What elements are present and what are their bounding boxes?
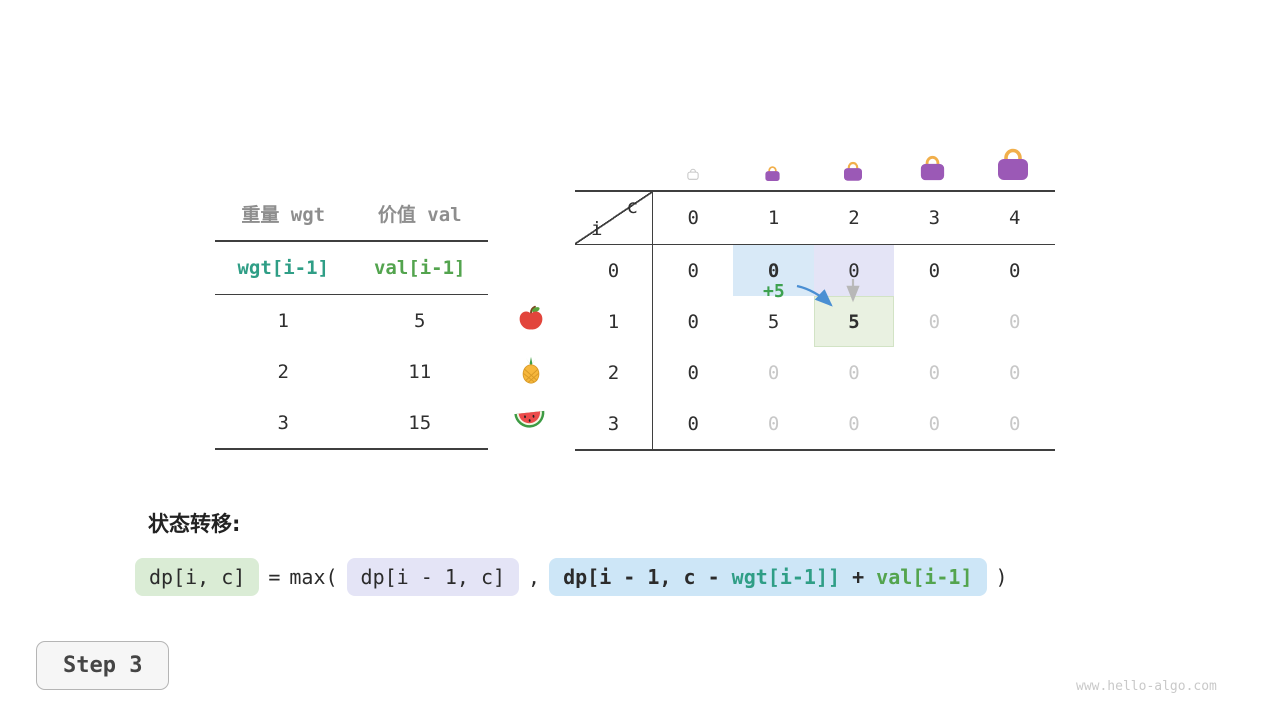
take-plus: + [840, 565, 877, 589]
transition-heading: 状态转移: [148, 512, 241, 536]
dp-cell: 0 [687, 310, 699, 333]
dp-cell-current: 5 [813, 296, 895, 347]
item-row-2: 2 11 [215, 346, 488, 397]
dp-cell-source-above: 0 [813, 245, 895, 296]
dp-row-header-2: 2 [575, 347, 653, 398]
dp-table: c i 0 1 2 3 4 0 0 0 0 0 0 1 0 5 5 0 0 2 … [575, 190, 1055, 451]
item-2-value: 11 [408, 360, 432, 383]
dp-cell: 0 [687, 361, 699, 384]
max-open: max( [289, 565, 338, 589]
dp-cell: 5 [767, 310, 780, 333]
dp-cell: 0 [928, 412, 941, 435]
dp-row-header-3: 3 [575, 398, 653, 449]
dp-cell: 0 [687, 259, 699, 282]
take-wgt-term: wgt[i-1]] [731, 565, 841, 589]
transition-formula: dp[i, c] = max( dp[i - 1, c] , dp[i - 1,… [135, 558, 1008, 596]
apple-icon [517, 304, 545, 332]
dp-cell: 0 [767, 361, 780, 384]
pineapple-icon [517, 356, 545, 384]
item-axis-label: i [591, 218, 603, 240]
dp-col-header-2: 2 [813, 192, 895, 245]
dp-cell: 0 [928, 361, 941, 384]
close-paren: ) [995, 565, 1008, 589]
dp-cell: 0 [928, 259, 941, 282]
item-3-weight: 3 [277, 411, 289, 434]
formula-take-box: dp[i - 1, c - wgt[i-1]] + val[i-1] [549, 558, 987, 596]
dp-cell: 0 [687, 412, 699, 435]
bag-icon-capacity-3 [917, 152, 948, 182]
dp-row-header-1: 1 [575, 296, 653, 347]
bag-icon-capacity-4 [993, 144, 1033, 182]
dp-cell: 0 [767, 412, 780, 435]
take-prefix: dp[i - 1, c - [563, 565, 732, 589]
dp-cell: 0 [928, 310, 941, 333]
items-table: 重量 wgt 价值 val wgt[i-1] val[i-1] 1 5 2 11… [215, 186, 488, 450]
wgt-formula-label: wgt[i-1] [237, 257, 329, 279]
bag-icon-capacity-2 [841, 159, 865, 182]
weight-column-header: 重量 wgt [241, 203, 326, 226]
dp-cell: 0 [1009, 361, 1021, 384]
item-3-value: 15 [408, 411, 432, 434]
val-formula-label: val[i-1] [373, 257, 466, 279]
dp-cell: 0 [848, 412, 860, 435]
dp-col-header-4: 4 [974, 192, 1055, 245]
comma: , [528, 565, 541, 589]
dp-row-header-0: 0 [575, 245, 653, 296]
capacity-axis-label: c [626, 196, 638, 218]
dp-col-header-1: 1 [733, 192, 814, 245]
dp-cell: 0 [1009, 259, 1021, 282]
dp-cell: 0 [848, 361, 860, 384]
items-table-formula-row: wgt[i-1] val[i-1] [215, 242, 488, 295]
watermelon-icon [514, 409, 546, 433]
item-2-weight: 2 [277, 360, 289, 383]
value-column-header: 价值 val [377, 203, 462, 226]
add-value-annotation: +5 [763, 281, 785, 302]
items-table-header-row: 重量 wgt 价值 val [215, 186, 488, 242]
bag-icon-capacity-1 [763, 164, 782, 182]
step-badge: Step 3 [36, 641, 170, 690]
dp-col-header-0: 0 [653, 192, 734, 245]
equals-sign: = [268, 565, 281, 589]
item-1-weight: 1 [277, 309, 289, 332]
dp-corner-cell: c i [575, 192, 653, 245]
formula-skip-box: dp[i - 1, c] [346, 558, 520, 596]
dp-cell: 0 [1009, 412, 1021, 435]
dp-col-header-3: 3 [894, 192, 975, 245]
dp-cell: 0 [1009, 310, 1021, 333]
item-row-3: 3 15 [215, 397, 488, 450]
bag-icon-capacity-0 [686, 165, 700, 180]
item-1-value: 5 [414, 309, 426, 332]
take-val-term: val[i-1] [876, 565, 973, 589]
formula-lhs-box: dp[i, c] [135, 558, 260, 596]
item-row-1: 1 5 [215, 295, 488, 346]
watermark: www.hello-algo.com [1076, 679, 1217, 694]
